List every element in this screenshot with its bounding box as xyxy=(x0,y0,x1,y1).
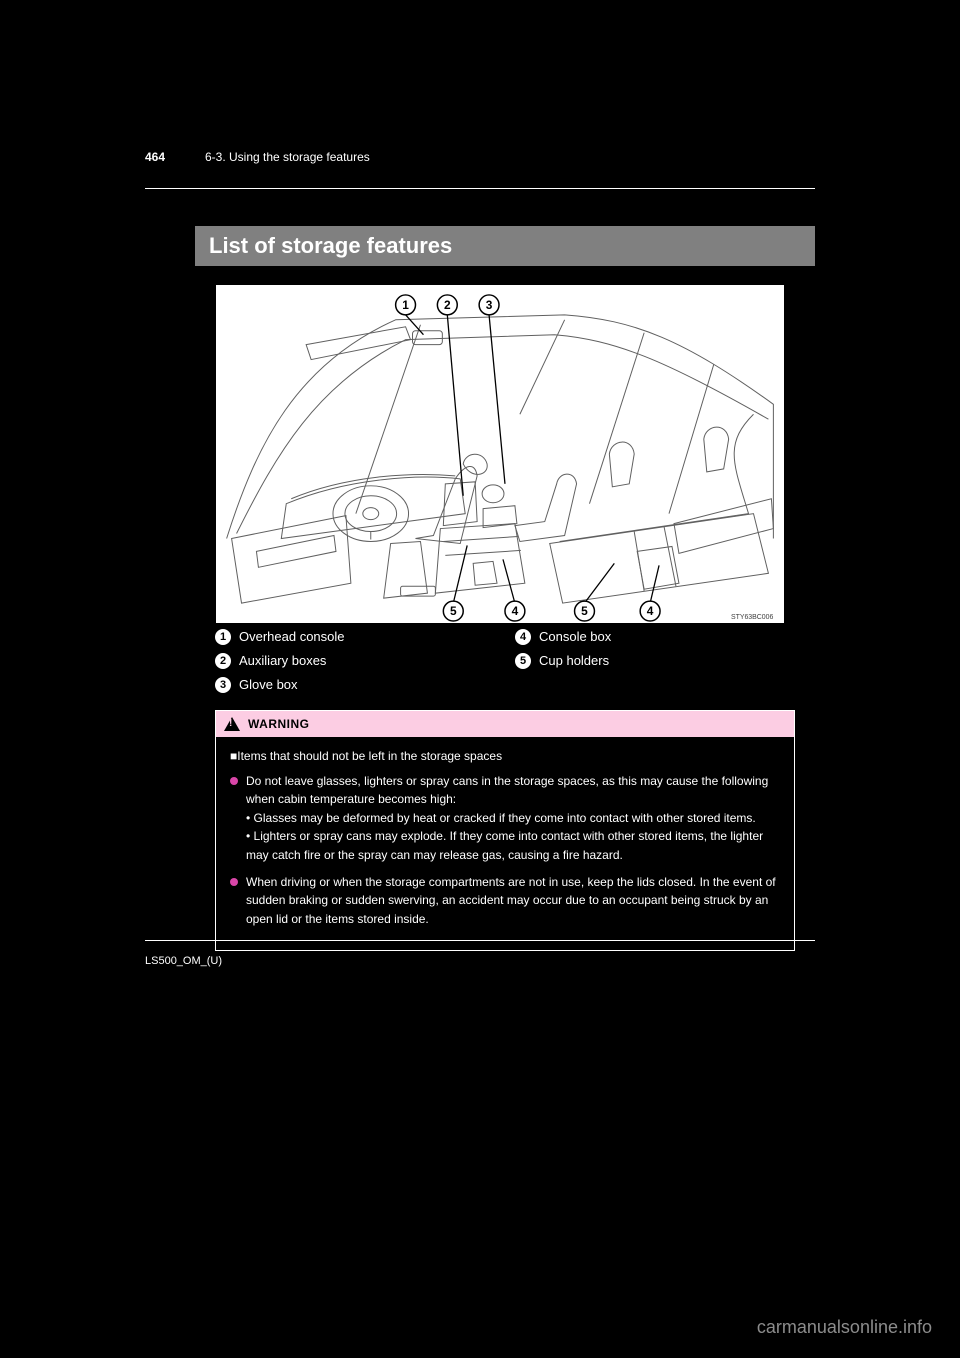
fig-callout-1: 1 xyxy=(402,298,409,312)
legend-num: 5 xyxy=(515,653,531,669)
legend-col-right: 4 Console box 5 Cup holders xyxy=(515,628,795,676)
legend-text: Console box xyxy=(539,628,611,646)
page-number: 464 xyxy=(145,150,165,164)
interior-figure: 1 2 3 5 4 5 4 xyxy=(215,284,785,624)
legend-row: 1 Overhead console xyxy=(215,628,475,646)
legend-num: 2 xyxy=(215,653,231,669)
bullet-icon xyxy=(230,878,238,886)
warning-header: WARNING xyxy=(216,711,794,737)
legend-row: 5 Cup holders xyxy=(515,652,795,670)
legend-row: 2 Auxiliary boxes xyxy=(215,652,475,670)
fig-callout-3: 3 xyxy=(486,298,493,312)
manual-page: 464 6-3. Using the storage features List… xyxy=(145,130,815,1130)
fig-callout-b4: 4 xyxy=(647,604,654,618)
fig-callout-b1: 5 xyxy=(450,604,457,618)
watermark: carmanualsonline.info xyxy=(757,1317,932,1338)
legend-text: Glove box xyxy=(239,676,298,694)
legend-num: 4 xyxy=(515,629,531,645)
legend-row: 4 Console box xyxy=(515,628,795,646)
legend-text: Overhead console xyxy=(239,628,345,646)
warning-item-text: When driving or when the storage compart… xyxy=(246,875,776,926)
bullet-icon xyxy=(230,777,238,785)
warning-item: Do not leave glasses, lighters or spray … xyxy=(230,772,780,865)
fig-callout-b3: 5 xyxy=(581,604,588,618)
header-rule xyxy=(145,188,815,189)
section-label: 6-3. Using the storage features xyxy=(205,150,370,164)
fig-callout-2: 2 xyxy=(444,298,451,312)
warning-box: WARNING ■Items that should not be left i… xyxy=(215,710,795,951)
warning-item: When driving or when the storage compart… xyxy=(230,873,780,929)
legend-num: 1 xyxy=(215,629,231,645)
interior-svg: 1 2 3 5 4 5 4 xyxy=(216,285,784,623)
page-title-bar: List of storage features xyxy=(195,226,815,266)
legend-text: Cup holders xyxy=(539,652,609,670)
warning-item-text: Do not leave glasses, lighters or spray … xyxy=(246,774,768,862)
figure-code: STY63BC006 xyxy=(731,614,774,621)
warning-label: WARNING xyxy=(248,717,310,731)
warning-body: ■Items that should not be left in the st… xyxy=(216,737,794,950)
fig-callout-b2: 4 xyxy=(512,604,519,618)
legend-num: 3 xyxy=(215,677,231,693)
footer-rule xyxy=(145,940,815,941)
warning-title: ■Items that should not be left in the st… xyxy=(230,747,780,766)
legend-row: 3 Glove box xyxy=(215,676,475,694)
legend-col-left: 1 Overhead console 2 Auxiliary boxes 3 G… xyxy=(215,628,475,700)
footer-note: LS500_OM_(U) xyxy=(145,955,222,967)
warning-icon xyxy=(224,717,240,731)
legend-text: Auxiliary boxes xyxy=(239,652,326,670)
page-title: List of storage features xyxy=(209,233,452,258)
